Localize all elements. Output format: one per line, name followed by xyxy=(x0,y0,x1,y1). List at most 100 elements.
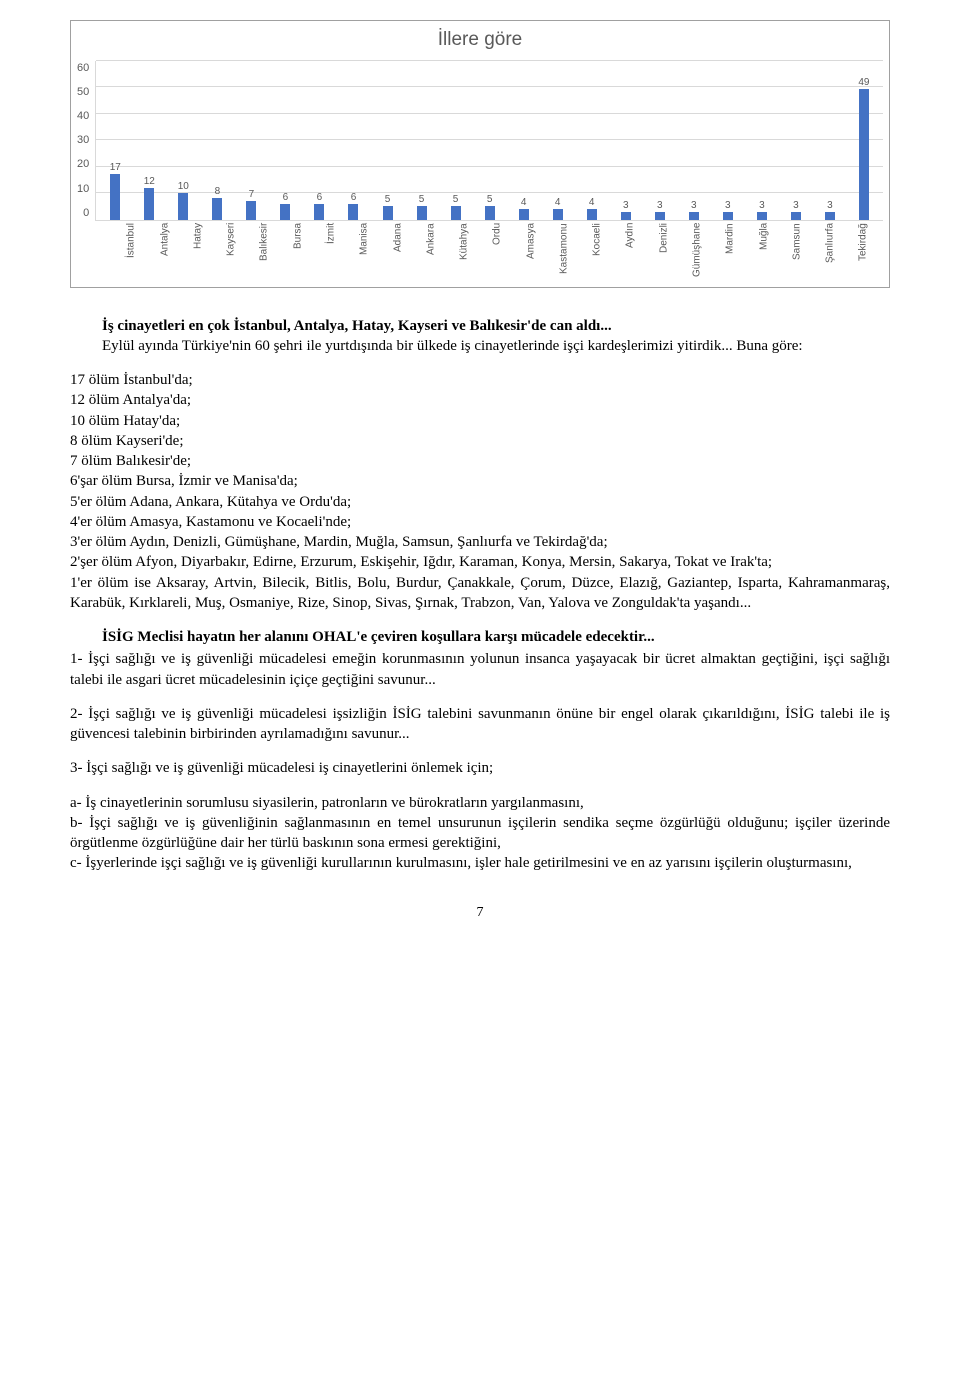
bar-value-label: 7 xyxy=(249,190,255,200)
chart-title: İllere göre xyxy=(77,27,883,53)
bar-slot: 49 xyxy=(851,78,877,220)
paragraph-2: 2- İşçi sağlığı ve iş güvenliği mücadele… xyxy=(70,704,890,745)
bar xyxy=(314,204,324,220)
x-tick-label: Kastamonu xyxy=(552,223,577,281)
y-tick-label: 50 xyxy=(77,85,89,100)
bar-value-label: 4 xyxy=(555,198,561,208)
bar-value-label: 4 xyxy=(521,198,527,208)
x-tick-label: Ankara xyxy=(419,223,444,281)
list-item: 2'şer ölüm Afyon, Diyarbakır, Edirne, Er… xyxy=(70,552,890,572)
bar xyxy=(791,212,801,220)
bar-value-label: 5 xyxy=(487,195,493,205)
list-item: 3'er ölüm Aydın, Denizli, Gümüşhane, Mar… xyxy=(70,532,890,552)
bar xyxy=(519,209,529,220)
x-tick-label: Aydın xyxy=(618,223,643,281)
bar xyxy=(417,206,427,219)
bar-slot: 3 xyxy=(749,201,775,220)
paragraph-3: 3- İşçi sağlığı ve iş güvenliği mücadele… xyxy=(70,758,890,778)
bar-value-label: 10 xyxy=(178,182,189,192)
bar xyxy=(212,198,222,219)
x-tick-label: Gümüşhane xyxy=(685,223,710,281)
bar-slot: 4 xyxy=(579,198,605,220)
x-tick-label: Bursa xyxy=(286,223,311,281)
grid-line xyxy=(96,113,883,114)
bar xyxy=(723,212,733,220)
bar-slot: 4 xyxy=(545,198,571,220)
sub-item-a: a- İş cinayetlerinin sorumlusu siyasiler… xyxy=(70,793,890,813)
sub-item-b: b- İşçi sağlığı ve iş güvenliğinin sağla… xyxy=(70,813,890,854)
paragraph-1: 1- İşçi sağlığı ve iş güvenliği mücadele… xyxy=(70,649,890,690)
grid-line xyxy=(96,60,883,61)
bar-value-label: 3 xyxy=(691,201,697,211)
bar xyxy=(655,212,665,220)
bar-slot: 6 xyxy=(341,193,367,220)
x-tick-label: Kütahya xyxy=(452,223,477,281)
grid-line xyxy=(96,139,883,140)
bar xyxy=(280,204,290,220)
bar-value-label: 49 xyxy=(858,78,869,88)
bar-slot: 7 xyxy=(238,190,264,220)
section-heading: İSİG Meclisi hayatın her alanını OHAL'e … xyxy=(102,629,655,645)
intro-paragraph: İş cinayetleri en çok İstanbul, Antalya,… xyxy=(70,316,890,357)
bar xyxy=(110,174,120,219)
intro-line2: Eylül ayında Türkiye'nin 60 şehri ile yu… xyxy=(70,336,890,356)
list-item: 4'er ölüm Amasya, Kastamonu ve Kocaeli'n… xyxy=(70,512,890,532)
bar xyxy=(383,206,393,219)
bar-value-label: 6 xyxy=(351,193,357,203)
x-tick-label: İstanbul xyxy=(119,223,144,281)
bar-slot: 3 xyxy=(647,201,673,220)
bar-slot: 10 xyxy=(170,182,196,220)
bar xyxy=(485,206,495,219)
bar xyxy=(621,212,631,220)
list-item: 10 ölüm Hatay'da; xyxy=(70,411,890,431)
bar-value-label: 3 xyxy=(759,201,765,211)
bar-slot: 5 xyxy=(477,195,503,219)
y-tick-label: 40 xyxy=(77,109,89,124)
list-item: 8 ölüm Kayseri'de; xyxy=(70,431,890,451)
x-tick-label: Şanlıurfa xyxy=(818,223,843,281)
city-death-list: 17 ölüm İstanbul'da;12 ölüm Antalya'da;1… xyxy=(70,370,890,613)
bar xyxy=(144,188,154,220)
bar xyxy=(859,89,869,220)
y-tick-label: 60 xyxy=(77,61,89,76)
grid-line xyxy=(96,166,883,167)
bar-value-label: 6 xyxy=(283,193,289,203)
x-tick-label: Hatay xyxy=(186,223,211,281)
bar xyxy=(825,212,835,220)
x-tick-label: İzmit xyxy=(319,223,344,281)
bar xyxy=(178,193,188,220)
x-tick-label: Denizli xyxy=(652,223,677,281)
bar-value-label: 3 xyxy=(827,201,833,211)
bar-slot: 5 xyxy=(409,195,435,219)
list-item: 17 ölüm İstanbul'da; xyxy=(70,370,890,390)
bar xyxy=(553,209,563,220)
bar-value-label: 5 xyxy=(385,195,391,205)
bar-slot: 17 xyxy=(102,163,128,219)
bar-value-label: 3 xyxy=(725,201,731,211)
chart-x-axis: İstanbulAntalyaHatayKayseriBalıkesirBurs… xyxy=(113,221,883,281)
chart-y-axis: 6050403020100 xyxy=(77,61,95,221)
sub-item-c: c- İşyerlerinde işçi sağlığı ve iş güven… xyxy=(70,853,890,873)
bar-value-label: 6 xyxy=(317,193,323,203)
sub-list: a- İş cinayetlerinin sorumlusu siyasiler… xyxy=(70,793,890,874)
bar-value-label: 12 xyxy=(144,177,155,187)
bar-slot: 3 xyxy=(783,201,809,220)
x-tick-label: Mardin xyxy=(718,223,743,281)
bar xyxy=(246,201,256,220)
y-tick-label: 30 xyxy=(77,133,89,148)
bar-slot: 3 xyxy=(613,201,639,220)
bar-value-label: 17 xyxy=(110,163,121,173)
x-tick-label: Adana xyxy=(386,223,411,281)
list-item: 5'er ölüm Adana, Ankara, Kütahya ve Ordu… xyxy=(70,492,890,512)
bar xyxy=(757,212,767,220)
page-number: 7 xyxy=(70,904,890,923)
list-item: 6'şar ölüm Bursa, İzmir ve Manisa'da; xyxy=(70,471,890,491)
y-tick-label: 20 xyxy=(77,157,89,172)
bar-slot: 5 xyxy=(375,195,401,219)
chart-plot: 6050403020100 17121087666555544433333334… xyxy=(77,61,883,281)
bar-slot: 4 xyxy=(511,198,537,220)
x-tick-label: Amasya xyxy=(519,223,544,281)
bar-value-label: 5 xyxy=(453,195,459,205)
bar-slot: 6 xyxy=(273,193,299,220)
list-item: 7 ölüm Balıkesir'de; xyxy=(70,451,890,471)
